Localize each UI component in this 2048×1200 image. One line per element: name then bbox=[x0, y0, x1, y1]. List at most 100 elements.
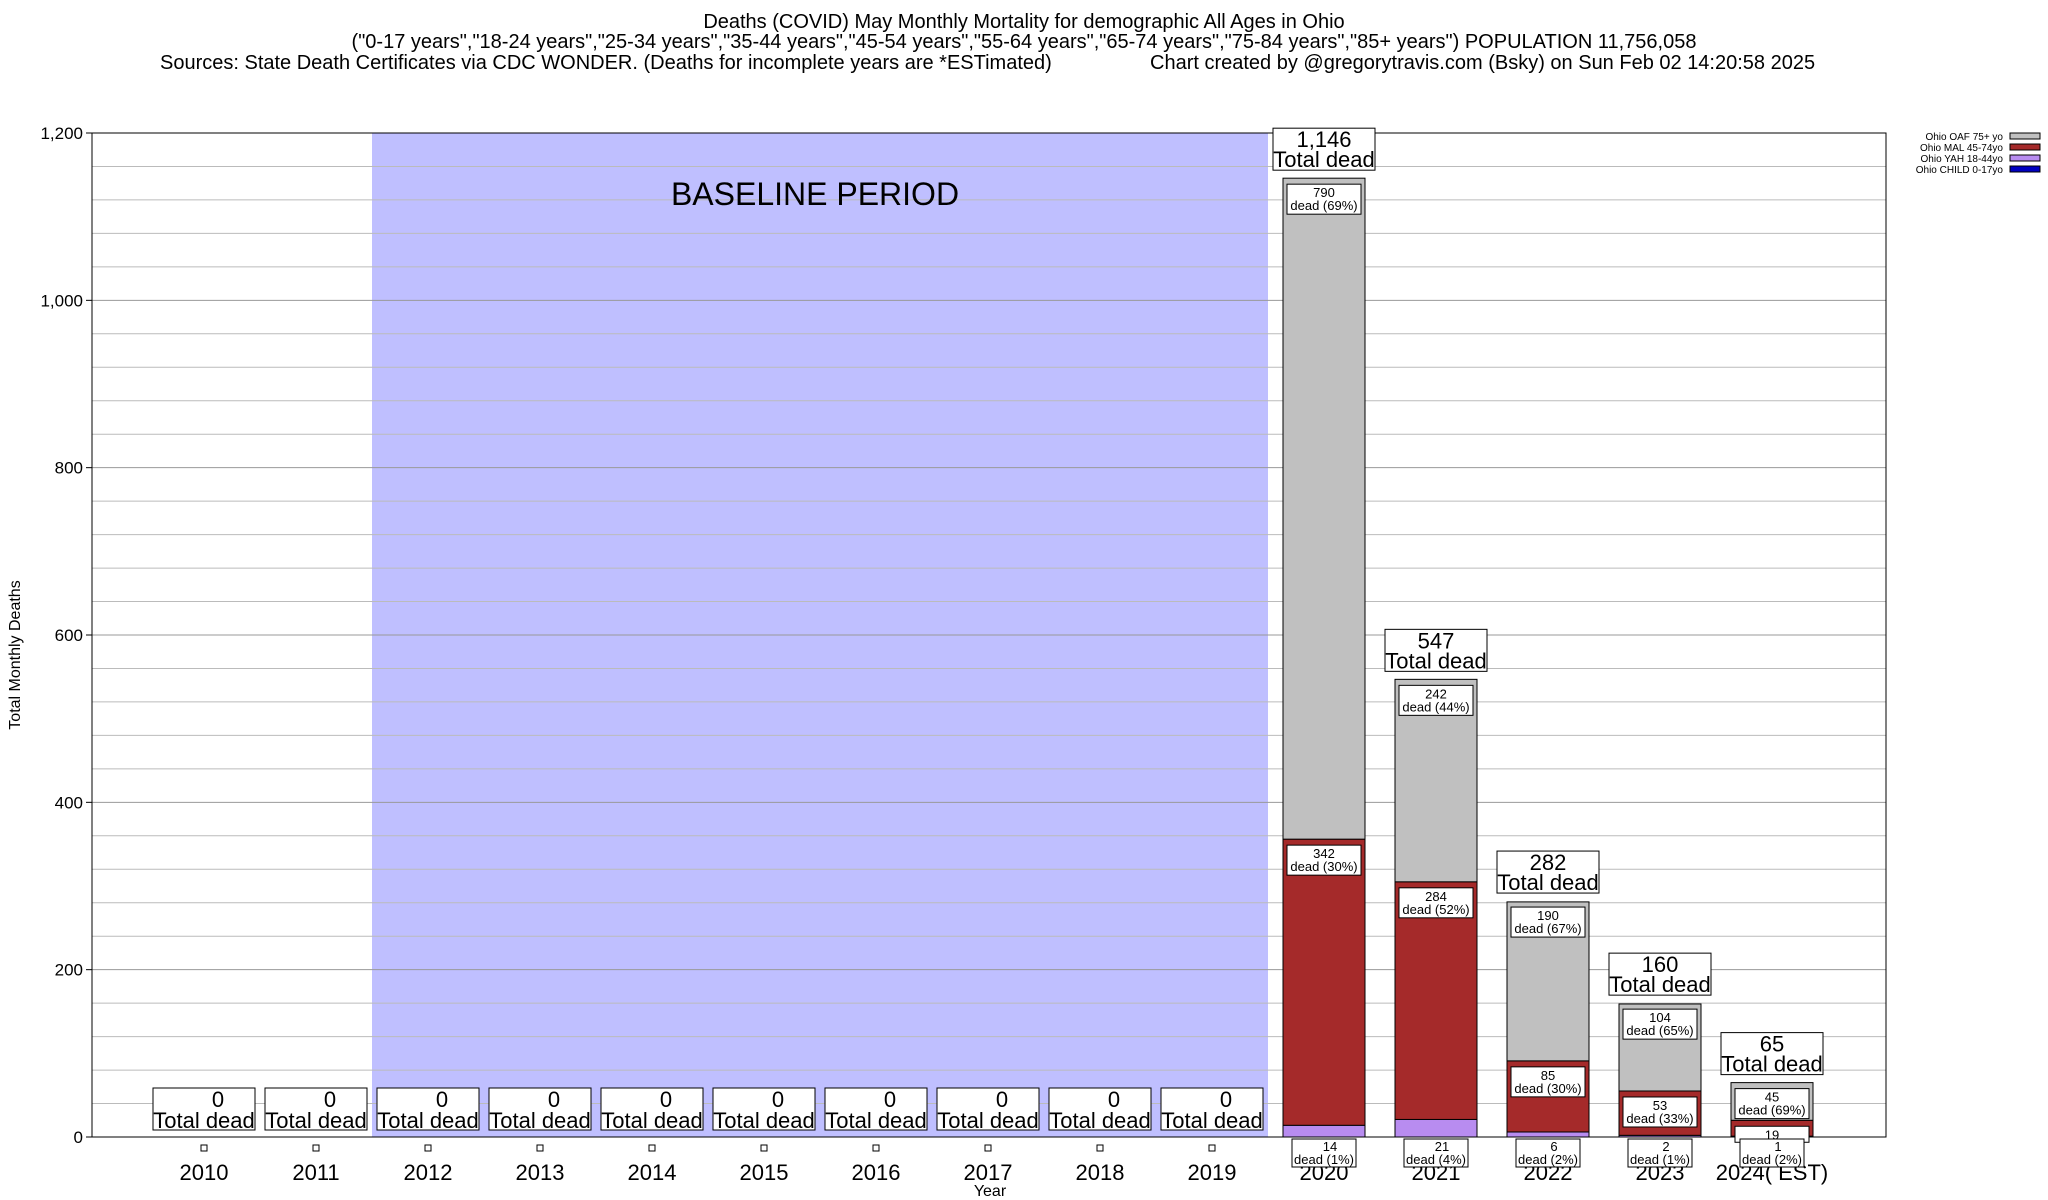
yah-value-label: 2 bbox=[1662, 1139, 1669, 1154]
segment-label-box bbox=[1739, 1138, 1805, 1168]
total-label-box bbox=[1608, 952, 1712, 996]
legend-label: Ohio OAF 75+ yo bbox=[1925, 132, 2003, 143]
total-suffix-label: Total dead bbox=[377, 1108, 479, 1133]
total-suffix-label: Total dead bbox=[265, 1108, 367, 1133]
total-value-label: 1,146 bbox=[1296, 127, 1351, 152]
segment-label-box bbox=[1398, 887, 1474, 919]
yah-value-label: 6 bbox=[1550, 1139, 1557, 1154]
segment-label-box bbox=[1291, 1138, 1357, 1168]
yah-value-label: 1 bbox=[1774, 1139, 1781, 1154]
segment-label-box bbox=[1627, 1138, 1693, 1168]
total-suffix-label: Total dead bbox=[1721, 1052, 1823, 1077]
chart-title-block: Deaths (COVID) May Monthly Mortality for… bbox=[0, 12, 2048, 52]
mal-value-label: 85 bbox=[1541, 1068, 1555, 1083]
chart-sources: Sources: State Death Certificates via CD… bbox=[160, 52, 1052, 74]
total-value-label: 160 bbox=[1642, 952, 1679, 977]
legend-label: Ohio CHILD 0-17yo bbox=[1916, 165, 2004, 176]
bar-segment bbox=[1282, 838, 1366, 1126]
x-tick-label: 2012 bbox=[404, 1160, 453, 1185]
zero-marker bbox=[1208, 1144, 1216, 1152]
legend-swatch bbox=[2009, 154, 2041, 162]
total-label-box bbox=[824, 1087, 928, 1131]
x-tick-label: 2015 bbox=[740, 1160, 789, 1185]
bar-segment bbox=[1394, 1118, 1478, 1138]
chart-title: Deaths (COVID) May Monthly Mortality for… bbox=[703, 11, 1345, 33]
mal-pct-label: dead (52%) bbox=[1402, 902, 1469, 917]
y-tick-label: 400 bbox=[55, 793, 83, 812]
oaf-pct-label: dead (44%) bbox=[1402, 699, 1469, 714]
yah-pct-label: dead (2%) bbox=[1742, 1152, 1802, 1167]
total-suffix-label: Total dead bbox=[937, 1108, 1039, 1133]
x-tick-label: 2016 bbox=[852, 1160, 901, 1185]
oaf-value-label: 790 bbox=[1313, 185, 1335, 200]
legend-label: Ohio YAH 18-44yo bbox=[1921, 154, 2004, 165]
oaf-value-label: 104 bbox=[1649, 1010, 1671, 1025]
total-value-label: 0 bbox=[212, 1087, 224, 1112]
y-tick-label: 200 bbox=[55, 961, 83, 980]
total-label-box bbox=[1720, 1032, 1824, 1076]
segment-label-box bbox=[1510, 906, 1586, 938]
legend-swatch bbox=[2009, 132, 2041, 140]
y-tick-label: 1,200 bbox=[40, 124, 83, 143]
total-label-box bbox=[488, 1087, 592, 1131]
segment-label-box bbox=[1286, 844, 1362, 876]
legend-label: Ohio MAL 45-74yo bbox=[1920, 143, 2003, 154]
total-suffix-label: Total dead bbox=[1497, 870, 1599, 895]
legend-swatch bbox=[2009, 143, 2041, 151]
legend-swatch bbox=[2009, 165, 2041, 173]
chart-credit: Chart created by @gregorytravis.com (Bsk… bbox=[1150, 52, 1816, 74]
x-tick-label: 2013 bbox=[516, 1160, 565, 1185]
segment-label-box bbox=[1734, 1088, 1810, 1120]
y-tick-label: 800 bbox=[55, 459, 83, 478]
yah-pct-label: dead (2%) bbox=[1518, 1152, 1578, 1167]
mal-pct-label: dead (33%) bbox=[1626, 1111, 1693, 1126]
total-label-box bbox=[1160, 1087, 1264, 1131]
total-value-label: 282 bbox=[1530, 850, 1567, 875]
total-value-label: 0 bbox=[772, 1087, 784, 1112]
total-label-box bbox=[1496, 850, 1600, 894]
zero-marker bbox=[760, 1144, 768, 1152]
total-value-label: 547 bbox=[1418, 628, 1455, 653]
y-tick-label: 0 bbox=[74, 1128, 83, 1147]
segment-label-box bbox=[1622, 1008, 1698, 1040]
total-suffix-label: Total dead bbox=[1161, 1108, 1263, 1133]
total-label-box bbox=[712, 1087, 816, 1131]
oaf-pct-label: dead (69%) bbox=[1738, 1103, 1805, 1118]
bar-segment bbox=[1282, 1124, 1366, 1138]
zero-marker bbox=[872, 1144, 880, 1152]
mal-value-label: 284 bbox=[1425, 889, 1447, 904]
bar-segment bbox=[1282, 177, 1366, 840]
total-label-box bbox=[264, 1087, 368, 1131]
total-value-label: 0 bbox=[324, 1087, 336, 1112]
total-value-label: 0 bbox=[884, 1087, 896, 1112]
yah-pct-label: dead (4%) bbox=[1406, 1152, 1466, 1167]
baseline-period-label: BASELINE PERIOD bbox=[671, 176, 959, 212]
segment-label-box bbox=[1403, 1138, 1469, 1168]
total-label-box bbox=[152, 1087, 256, 1131]
oaf-pct-label: dead (67%) bbox=[1514, 921, 1581, 936]
oaf-pct-label: dead (65%) bbox=[1626, 1023, 1693, 1038]
oaf-value-label: 45 bbox=[1765, 1090, 1779, 1105]
y-axis-label: Total Monthly Deaths bbox=[7, 580, 24, 729]
total-suffix-label: Total dead bbox=[1385, 648, 1487, 673]
yah-pct-label: dead (1%) bbox=[1294, 1152, 1354, 1167]
y-tick-label: 600 bbox=[55, 626, 83, 645]
x-tick-label: 2017 bbox=[964, 1160, 1013, 1185]
total-suffix-label: Total dead bbox=[1049, 1108, 1151, 1133]
yah-value-label: 21 bbox=[1435, 1139, 1449, 1154]
oaf-value-label: 190 bbox=[1537, 908, 1559, 923]
x-tick-label: 2010 bbox=[180, 1160, 229, 1185]
yah-pct-label: dead (1%) bbox=[1630, 1152, 1690, 1167]
oaf-value-label: 242 bbox=[1425, 686, 1447, 701]
mal-value-label: 53 bbox=[1653, 1098, 1667, 1113]
zero-marker bbox=[200, 1144, 208, 1152]
total-value-label: 0 bbox=[996, 1087, 1008, 1112]
zero-marker bbox=[984, 1144, 992, 1152]
total-suffix-label: Total dead bbox=[713, 1108, 815, 1133]
chart-subtitle: ("0-17 years","18-24 years","25-34 years… bbox=[351, 31, 1697, 53]
total-value-label: 65 bbox=[1760, 1032, 1784, 1057]
total-value-label: 0 bbox=[660, 1087, 672, 1112]
mal-pct-label: dead (30%) bbox=[1514, 1081, 1581, 1096]
mal-pct-label: dead (30%) bbox=[1290, 859, 1357, 874]
